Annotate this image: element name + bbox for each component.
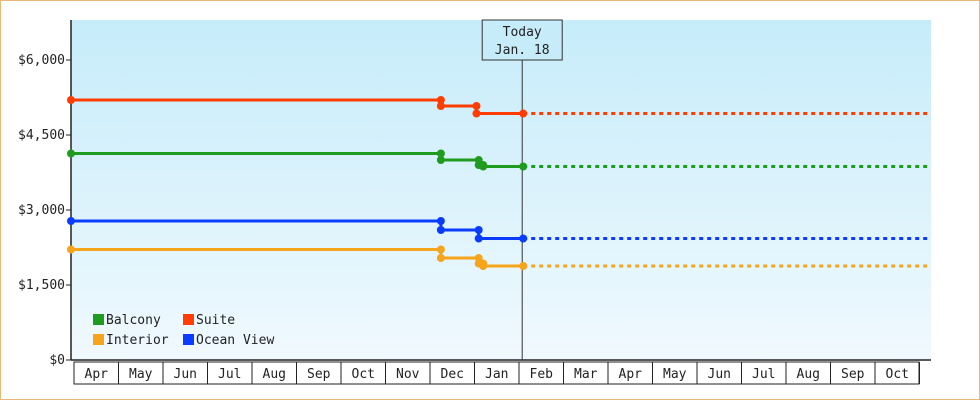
legend-label: Interior [106,333,169,348]
series-lines [67,96,931,270]
month-label: Sep [841,367,865,382]
month-label: May [663,367,687,382]
series-point [436,245,445,254]
series-point [436,217,445,225]
series-point [474,254,483,262]
series-point [436,156,445,164]
month-label: Apr [619,367,643,382]
series-point [479,162,488,171]
month-label: Oct [352,367,375,382]
legend: Balcony Suite Interior Ocean View [93,313,274,348]
month-label: Aug [797,367,820,382]
month-label: Nov [396,367,420,382]
series-point [436,254,445,262]
month-label: Jun [174,367,197,382]
month-label: Aug [263,367,286,382]
series-point [519,262,528,270]
today-date: Jan. 18 [495,43,550,58]
y-tick-label: $3,000 [18,203,65,218]
month-label: Feb [530,367,554,382]
series-point [479,262,488,270]
series-point [67,245,75,254]
series-point [474,226,483,234]
series-point [436,96,445,104]
month-label: Oct [886,367,909,382]
series-line-suite [71,98,524,115]
series-point [519,109,528,118]
legend-label: Suite [196,313,235,328]
y-axis: $0 $1,500 $3,000 $4,500 $6,000 [18,20,72,368]
month-label: Dec [441,367,464,382]
legend-swatch [183,334,194,345]
month-label: Jul [218,367,241,382]
y-tick-label: $6,000 [18,53,65,68]
y-tick-label: $0 [49,353,65,368]
series-point [436,226,445,234]
month-label: May [129,367,153,382]
month-label: Apr [85,367,109,382]
legend-swatch [93,314,104,325]
series-point [436,149,445,158]
plot-area [71,20,931,360]
today-marker: Today Jan. 18 [481,19,563,360]
legend-swatch [93,334,104,345]
series-point [67,96,75,104]
y-tick-label: $4,500 [18,128,65,143]
series-point [436,102,445,110]
series-point [474,234,483,243]
series-point [472,102,481,110]
legend-label: Balcony [106,313,161,328]
series-point [519,162,528,171]
today-label: Today [503,25,542,40]
y-tick-label: $1,500 [18,278,65,293]
series-line-ocean-view [71,219,524,240]
x-axis: Apr May Jun Jul Aug Sep Oct Nov Dec Jan Feb Mar Apr M… [71,359,931,385]
month-label: Jul [752,367,775,382]
month-label: Mar [574,367,598,382]
series-point [67,217,75,225]
month-label: Jun [708,367,731,382]
month-label: Jan [485,367,508,382]
legend-label: Ocean View [196,333,274,348]
month-label: Sep [307,367,331,382]
legend-swatch [183,314,194,325]
today-box [481,19,563,61]
series-point [472,109,481,118]
series-point [67,149,75,158]
series-point [519,234,528,243]
